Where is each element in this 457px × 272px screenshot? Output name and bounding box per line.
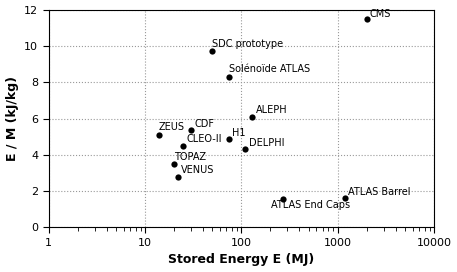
- Y-axis label: E / M (kJ/kg): E / M (kJ/kg): [5, 76, 19, 161]
- Text: VENUS: VENUS: [181, 165, 214, 175]
- Text: ATLAS Barrel: ATLAS Barrel: [349, 187, 411, 197]
- Text: SDC prototype: SDC prototype: [213, 39, 283, 49]
- Text: ZEUS: ZEUS: [159, 122, 185, 132]
- X-axis label: Stored Energy E (MJ): Stored Energy E (MJ): [168, 254, 314, 267]
- Text: Solénoïde ATLAS: Solénoïde ATLAS: [229, 64, 310, 74]
- Text: H1: H1: [233, 128, 246, 138]
- Text: CDF: CDF: [194, 119, 214, 128]
- Text: CLEO-II: CLEO-II: [186, 134, 222, 144]
- Text: ALEPH: ALEPH: [255, 105, 287, 115]
- Text: CMS: CMS: [370, 9, 391, 19]
- Text: DELPHI: DELPHI: [249, 138, 284, 149]
- Text: TOPAZ: TOPAZ: [174, 152, 206, 162]
- Text: ATLAS End Caps: ATLAS End Caps: [271, 200, 350, 210]
